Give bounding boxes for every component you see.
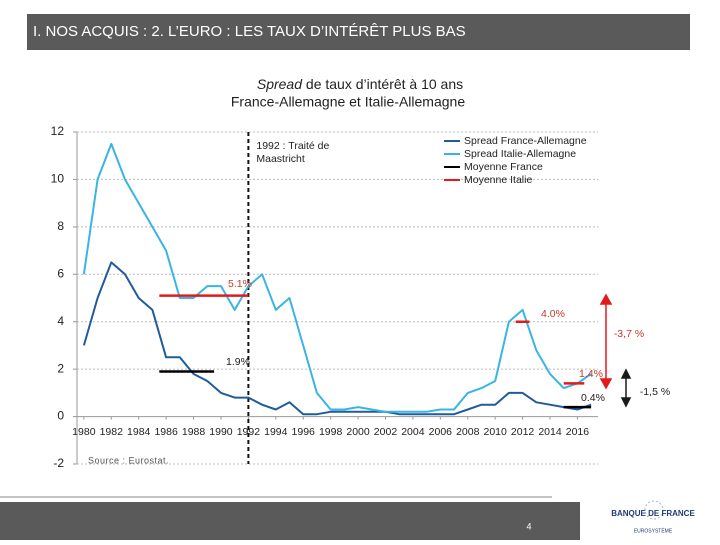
x-tick-label: 2014 (538, 426, 562, 438)
x-tick-label: 1994 (264, 426, 288, 438)
x-tick-label: 2016 (566, 426, 590, 438)
x-tick-label: 1982 (100, 426, 124, 438)
page-number: 4 (526, 521, 531, 531)
x-tick-label: 2012 (511, 426, 535, 438)
header-title: I. NOS ACQUIS : 2. L’EURO : LES TAUX D’I… (33, 23, 466, 40)
y-tick-label: 2 (57, 361, 64, 375)
chart-title: Spread de taux d’intérêt à 10 ans (257, 76, 463, 92)
title-rest: de taux d’intérêt à 10 ans (302, 76, 463, 92)
x-tick-label: 1992 (237, 426, 261, 438)
y-tick-label: 4 (57, 314, 64, 328)
series-line (159, 294, 585, 385)
x-tick-label: 1980 (72, 426, 96, 438)
series-line (82, 142, 592, 413)
y-tick-label: 6 (57, 266, 64, 280)
legend-label: Spread France-Allemagne (464, 135, 587, 147)
y-tick-label: -2 (53, 456, 64, 470)
x-tick-label: 1988 (182, 426, 206, 438)
event-label: Maastricht (256, 153, 305, 165)
logo: BANQUE DE FRANCE (611, 509, 695, 518)
annotation: 0.4% (581, 392, 605, 404)
y-tick-label: 10 (51, 172, 65, 186)
annotation: -1,5 % (640, 386, 670, 398)
legend-label: Spread Italie-Allemagne (464, 148, 576, 160)
x-tick-label: 2002 (374, 426, 398, 438)
x-tick-label: 2010 (483, 426, 507, 438)
arrow-france (620, 368, 632, 408)
y-tick-label: 0 (57, 409, 64, 423)
source: Source : Eurostat. (88, 455, 169, 465)
arrow-italy (599, 293, 613, 390)
event-label: 1992 : Traité de (256, 140, 329, 152)
annotation: 5.1% (228, 278, 252, 290)
annotation: -3,7 % (614, 328, 644, 340)
x-tick-label: 1998 (319, 426, 343, 438)
series-line (82, 261, 592, 416)
x-tick-label: 2008 (456, 426, 480, 438)
x-tick-label: 1984 (127, 426, 151, 438)
y-tick-label: 12 (51, 124, 65, 138)
annotation: 4.0% (541, 308, 565, 320)
chart-subtitle: France-Allemagne et Italie-Allemagne (231, 94, 465, 110)
legend-label: Moyenne France (464, 161, 543, 173)
x-tick-label: 1990 (209, 426, 233, 438)
header-bar (27, 14, 690, 50)
annotation: 1.9% (226, 356, 250, 368)
logo-mark (644, 500, 664, 520)
series-line (159, 370, 592, 409)
x-tick-label: 1986 (154, 426, 178, 438)
annotation: 1.4% (579, 368, 603, 380)
x-tick-label: 2000 (346, 426, 370, 438)
x-tick-label: 2006 (429, 426, 453, 438)
title-italic: Spread (257, 76, 303, 92)
y-tick-label: 8 (57, 219, 64, 233)
legend-label: Moyenne Italie (464, 174, 532, 186)
x-tick-label: 2004 (401, 426, 425, 438)
x-tick-label: 1996 (292, 426, 316, 438)
logo-sub: EUROSYSTÈME (634, 527, 673, 534)
footer-bar (0, 502, 580, 540)
